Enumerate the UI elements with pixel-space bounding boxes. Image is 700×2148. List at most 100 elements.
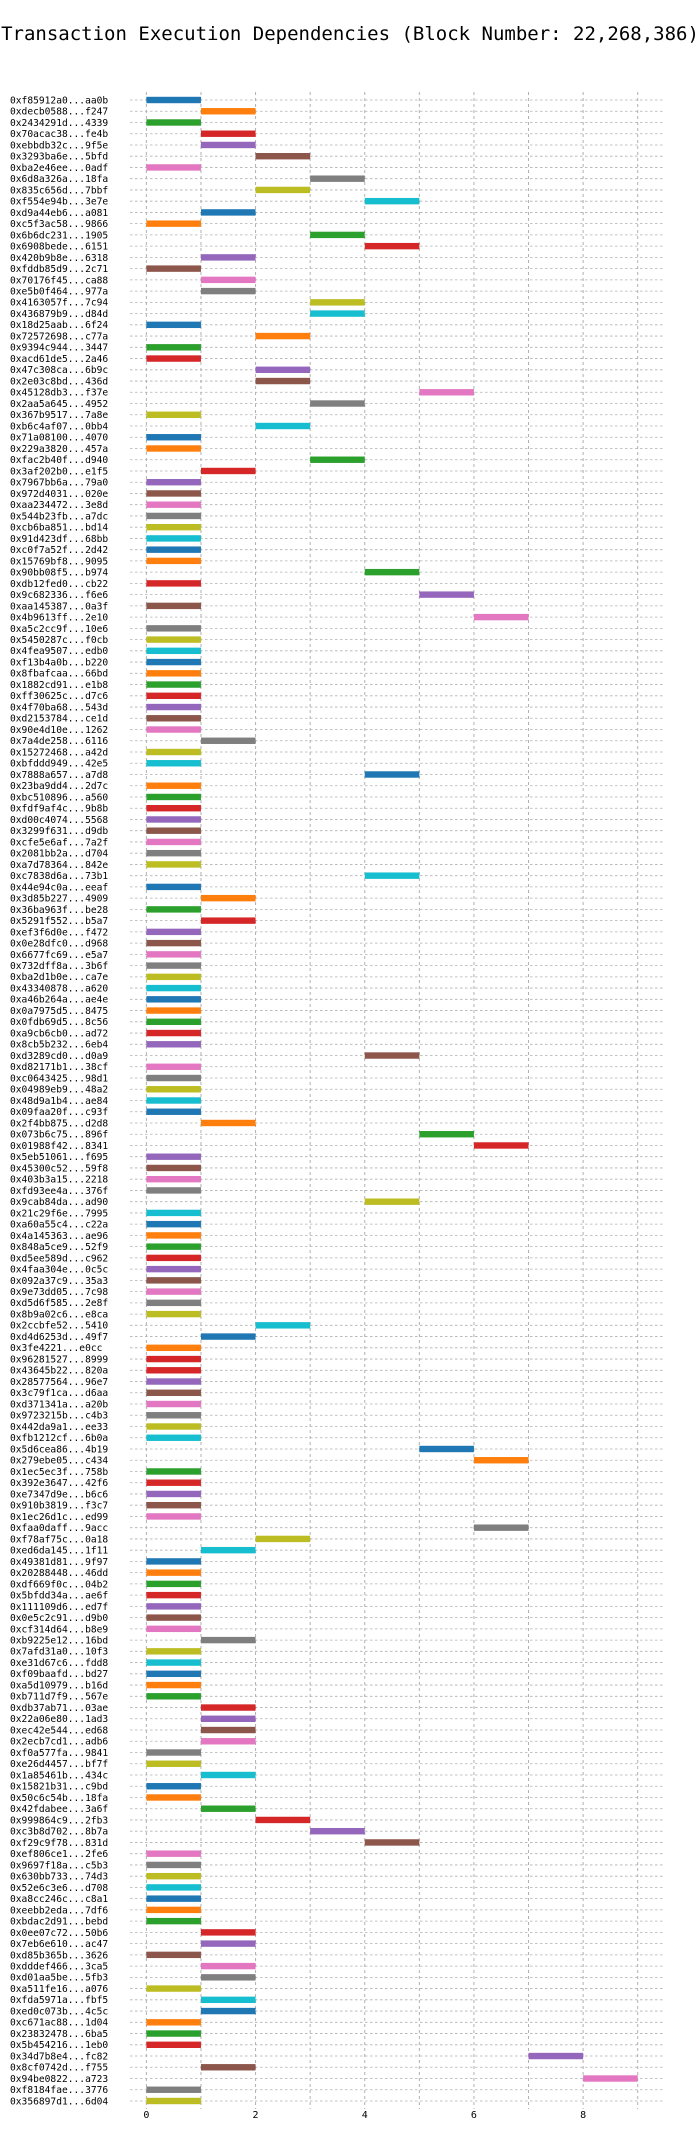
transaction-bar [146,1097,201,1104]
transaction-bar [310,1827,365,1835]
transaction-hash-label: 0x48d9a1b4...ae84 [10,1096,108,1107]
transaction-hash-label: 0x3af202b0...e1f5 [10,466,108,477]
transaction-hash-label: 0xa8cc246c...c8a1 [10,1894,108,1905]
transaction-hash-label: 0x36ba963f...be28 [10,905,108,916]
transaction-hash-label: 0xf13b4a0b...b220 [10,657,108,668]
transaction-bar [146,1884,201,1891]
transaction-hash-label: 0x91d423df...68bb [10,534,108,545]
transaction-hash-label: 0xfda5971a...fbf5 [10,1995,108,2006]
transaction-hash-label: 0x442da9a1...ee33 [10,1422,108,1433]
transaction-hash-label: 0xaa145387...0a3f [10,601,108,612]
transaction-hash-label: 0xacd61de5...2a46 [10,354,108,365]
transaction-hash-label: 0x3fe4221...e0cc [10,1343,102,1354]
transaction-hash-label: 0xb711d7f9...567e [10,1692,108,1703]
transaction-hash-label: 0x544b23fb...a7dc [10,511,108,522]
transaction-bar [146,996,201,1003]
transaction-hash-label: 0x9697f18a...c5b3 [10,1860,108,1871]
transaction-hash-label: 0xdf669f0c...04b2 [10,1579,108,1590]
transaction-bar [146,849,201,857]
transaction-bar [146,523,201,531]
transaction-bar [255,332,311,340]
transaction-hash-label: 0x44e94c0a...eeaf [10,882,108,893]
transaction-bar [146,838,201,846]
transaction-bar [146,748,201,756]
transaction-bar [200,1333,256,1340]
transaction-hash-label: 0x2ccbfe52...5410 [10,1321,108,1332]
transaction-bar [146,1310,201,1318]
transaction-bar [146,1277,201,1284]
transaction-hash-label: 0x732dff8a...3b6f [10,961,108,972]
x-tick-labels: 0 2 4 6 8 [143,2110,586,2121]
transaction-bar [255,366,311,374]
transaction-bar [146,1434,201,1441]
transaction-hash-label: 0x5eb51061...f695 [10,1152,108,1163]
transaction-bar [146,220,201,227]
transaction-bar [146,1007,201,1014]
transaction-hash-label: 0x5b454216...1eb0 [10,2040,108,2051]
transaction-hash-label: 0xd5d6f585...2e8f [10,1298,108,1309]
transaction-hash-label: 0xe31d67c6...fdd8 [10,1658,108,1669]
transaction-bar [310,400,365,407]
transaction-bar [200,1940,256,1947]
transaction-bar [473,613,529,621]
transaction-bar [146,602,201,610]
transaction-hash-label: 0x9e73dd05...7c98 [10,1287,108,1298]
transaction-hash-label: 0x5291f552...b5a7 [10,916,108,927]
transaction-bar [146,1299,201,1307]
transaction-bar [146,1412,201,1419]
transaction-hash-label: 0x5bfdd34a...ae6f [10,1591,108,1602]
transaction-hash-label: 0x72572698...c77a [10,331,108,342]
chart-title: Transaction Execution Dependencies (Bloc… [1,23,699,45]
transaction-hash-label: 0x630bb733...74d3 [10,1872,108,1883]
transaction-hash-label: 0xcf314d64...b8e9 [10,1624,108,1635]
transaction-hash-label: 0x23ba9dd4...2d7c [10,781,108,792]
transaction-bar [364,568,420,576]
transaction-hash-label: 0x6d8a326a...18fa [10,174,108,185]
transaction-bar [200,130,256,137]
transaction-bar [146,411,201,418]
transaction-hash-label: 0x1a85461b...434c [10,1770,108,1781]
transaction-bar [146,434,201,441]
transaction-bar [146,973,201,981]
transaction-hash-label: 0x0ee07c72...50b6 [10,1928,108,1939]
transaction-hash-label: 0xfb1212cf...6b0a [10,1433,108,1444]
transaction-bar [146,1378,201,1385]
transaction-hash-label: 0xaa234472...3e8d [10,500,108,511]
transaction-hash-label: 0x21c29f6e...7995 [10,1208,108,1219]
transaction-bar [146,265,201,272]
transaction-bar [364,1198,420,1205]
transaction-hash-label: 0x45128db3...f37e [10,388,108,399]
transaction-hash-label: 0x356897d1...6d04 [10,2096,108,2107]
transaction-bar [146,805,201,812]
transaction-hash-label: 0x1882cd91...e1b8 [10,680,108,691]
transaction-hash-label: 0xa511fe16...a076 [10,1984,108,1995]
transaction-bar [310,299,365,306]
transaction-bar [146,1063,201,1070]
transaction-bar [473,1524,529,1531]
transaction-bar [146,1288,201,1295]
transaction-bar [146,445,201,452]
transaction-bar [146,760,201,767]
transaction-bar [146,355,201,362]
transaction-bar [146,501,201,508]
x-tick-label: 2 [253,2110,259,2121]
transaction-hash-label: 0x4b9613ff...2e10 [10,613,108,624]
transaction-bar [146,1074,201,1082]
transaction-bar [200,2007,256,2015]
transaction-bar [419,1131,474,1138]
transaction-bar [146,1681,201,1689]
transaction-hash-label: 0x9c682336...f6e6 [10,590,108,601]
transaction-hash-label: 0x96281527...8999 [10,1354,108,1365]
transaction-hash-label: 0xd00c4074...5568 [10,815,108,826]
transaction-hash-label: 0x04989eb9...48a2 [10,1085,108,1096]
transaction-hash-label: 0x1ec5ec3f...758b [10,1467,108,1478]
transaction-bar [146,636,201,643]
transaction-bar [200,894,256,902]
transaction-bar [146,535,201,542]
transaction-hash-label: 0x2e03c8bd...436d [10,376,108,387]
transaction-bar [146,1400,201,1408]
transaction-bar [146,1872,201,1880]
transaction-bar [200,1636,256,1644]
transaction-bar [146,580,201,587]
transaction-hash-label: 0x70176f45...ca88 [10,275,108,286]
